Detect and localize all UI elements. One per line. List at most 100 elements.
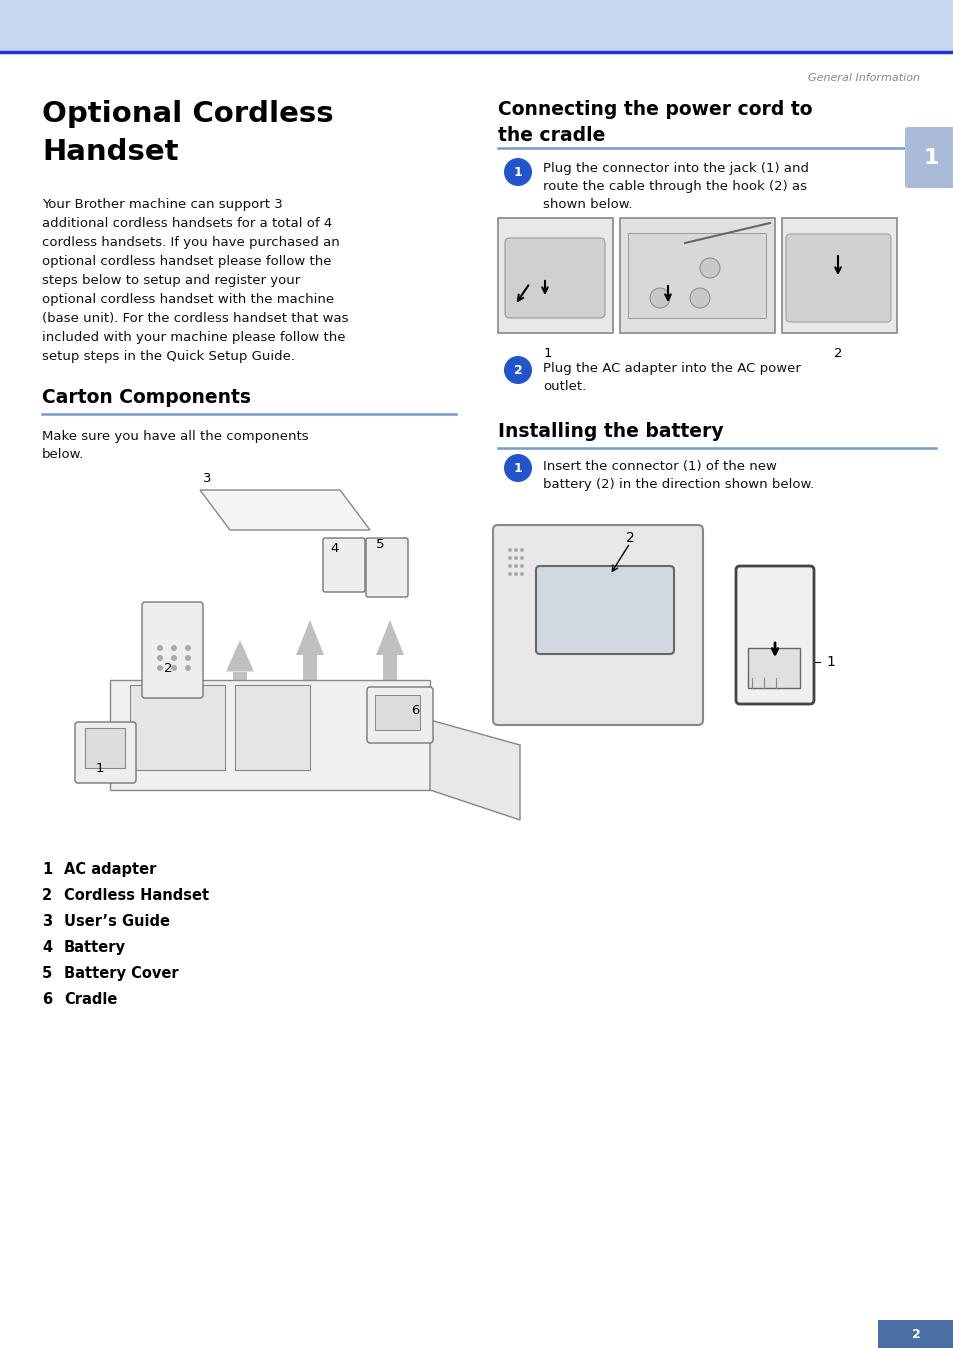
Text: 3: 3 (203, 472, 211, 484)
Text: additional cordless handsets for a total of 4: additional cordless handsets for a total… (42, 217, 332, 231)
Polygon shape (171, 655, 199, 683)
Text: shown below.: shown below. (542, 198, 632, 212)
Circle shape (185, 655, 191, 661)
Circle shape (514, 563, 517, 568)
Circle shape (519, 563, 523, 568)
FancyBboxPatch shape (493, 524, 702, 725)
FancyBboxPatch shape (323, 538, 365, 592)
Polygon shape (375, 620, 403, 655)
FancyBboxPatch shape (366, 538, 408, 597)
Text: Optional Cordless: Optional Cordless (42, 100, 334, 128)
Circle shape (503, 356, 532, 384)
Text: 5: 5 (42, 967, 52, 981)
Text: 3: 3 (42, 914, 52, 929)
Text: 4: 4 (331, 542, 339, 554)
Text: 6: 6 (42, 992, 52, 1007)
Text: battery (2) in the direction shown below.: battery (2) in the direction shown below… (542, 479, 814, 491)
Circle shape (514, 549, 517, 551)
Text: included with your machine please follow the: included with your machine please follow… (42, 332, 345, 344)
Text: optional cordless handset with the machine: optional cordless handset with the machi… (42, 293, 334, 306)
Text: 2: 2 (42, 888, 52, 903)
Text: 4: 4 (42, 940, 52, 954)
Bar (375, 696, 419, 731)
Bar (130, 685, 225, 770)
Bar (619, 218, 774, 333)
Bar (110, 679, 430, 790)
Text: General Information: General Information (807, 73, 919, 84)
Text: Your Brother machine can support 3: Your Brother machine can support 3 (42, 198, 282, 212)
FancyBboxPatch shape (75, 723, 136, 783)
FancyBboxPatch shape (367, 687, 433, 743)
Text: Insert the connector (1) of the new: Insert the connector (1) of the new (542, 460, 776, 473)
Text: Battery Cover: Battery Cover (64, 967, 178, 981)
Text: AC adapter: AC adapter (64, 861, 156, 878)
Text: 1: 1 (513, 461, 522, 474)
Text: 1: 1 (543, 346, 552, 360)
Text: 2: 2 (833, 346, 841, 360)
Text: outlet.: outlet. (542, 380, 586, 394)
FancyBboxPatch shape (504, 239, 604, 318)
Bar (877, 1320, 953, 1348)
FancyBboxPatch shape (735, 566, 813, 704)
Bar (497, 218, 613, 333)
Text: Plug the connector into the jack (1) and: Plug the connector into the jack (1) and (542, 162, 808, 175)
Circle shape (503, 158, 532, 186)
Text: Plug the AC adapter into the AC power: Plug the AC adapter into the AC power (542, 363, 800, 375)
Circle shape (157, 665, 163, 671)
Text: 1: 1 (825, 655, 834, 669)
Circle shape (519, 555, 523, 559)
Circle shape (157, 644, 163, 651)
Text: 1: 1 (513, 166, 522, 178)
FancyBboxPatch shape (536, 566, 673, 654)
Bar (0, 0, 953, 53)
Text: Cradle: Cradle (64, 992, 117, 1007)
Text: steps below to setup and register your: steps below to setup and register your (42, 274, 300, 287)
Circle shape (514, 555, 517, 559)
Text: Installing the battery: Installing the battery (497, 422, 723, 441)
Circle shape (507, 563, 512, 568)
FancyBboxPatch shape (904, 127, 953, 187)
Text: the cradle: the cradle (497, 125, 605, 146)
Circle shape (519, 572, 523, 576)
Text: 2: 2 (513, 364, 522, 376)
Text: Make sure you have all the components: Make sure you have all the components (42, 430, 309, 443)
Text: User’s Guide: User’s Guide (64, 914, 170, 929)
Text: optional cordless handset please follow the: optional cordless handset please follow … (42, 255, 331, 268)
Circle shape (503, 454, 532, 483)
Text: 2: 2 (625, 531, 634, 545)
Circle shape (157, 655, 163, 661)
Bar (233, 671, 247, 731)
Text: 6: 6 (411, 704, 418, 717)
Bar (303, 655, 316, 720)
Text: 1: 1 (95, 762, 104, 775)
Circle shape (700, 257, 720, 278)
Circle shape (171, 655, 177, 661)
Bar (85, 728, 125, 768)
FancyBboxPatch shape (785, 235, 890, 322)
Text: 5: 5 (375, 538, 384, 551)
Bar (178, 683, 192, 735)
Circle shape (171, 644, 177, 651)
Circle shape (507, 549, 512, 551)
Text: 1: 1 (923, 148, 938, 168)
Polygon shape (226, 640, 253, 671)
Circle shape (185, 665, 191, 671)
Bar (747, 648, 800, 687)
Circle shape (649, 288, 669, 307)
Text: route the cable through the hook (2) as: route the cable through the hook (2) as (542, 181, 806, 193)
Circle shape (519, 549, 523, 551)
Circle shape (171, 665, 177, 671)
Text: 2: 2 (911, 1328, 920, 1340)
Text: setup steps in the Quick Setup Guide.: setup steps in the Quick Setup Guide. (42, 350, 294, 363)
Circle shape (514, 572, 517, 576)
Text: Handset: Handset (42, 137, 178, 166)
Bar (781, 218, 896, 333)
FancyBboxPatch shape (142, 603, 203, 698)
Bar (627, 233, 765, 318)
Polygon shape (200, 491, 370, 530)
Circle shape (185, 644, 191, 651)
Circle shape (507, 555, 512, 559)
Bar (234, 685, 310, 770)
Text: below.: below. (42, 448, 84, 461)
Circle shape (689, 288, 709, 307)
